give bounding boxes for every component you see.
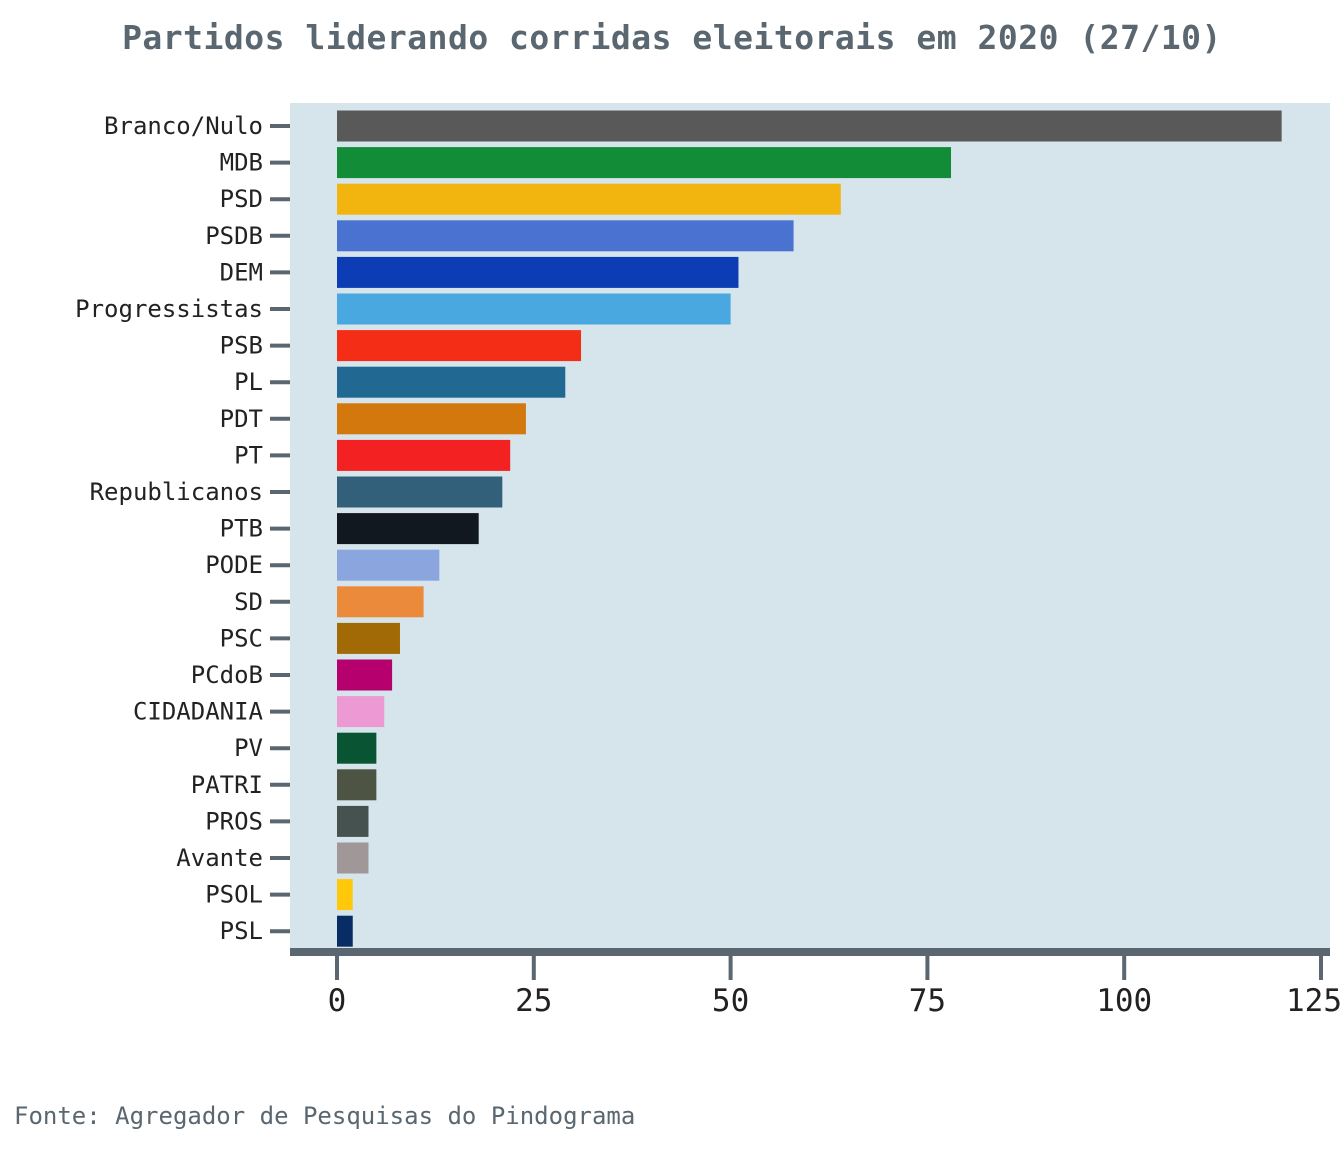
category-label-pl: PL <box>234 368 263 396</box>
bar-pode <box>337 549 440 581</box>
bar-sd <box>337 586 424 618</box>
category-label-progressistas: Progressistas <box>75 295 263 323</box>
category-label-pode: PODE <box>205 551 263 579</box>
category-label-psc: PSC <box>220 624 263 652</box>
x-tick-label: 0 <box>328 983 347 1019</box>
category-label-sd: SD <box>234 588 263 616</box>
category-label-mdb: MDB <box>220 149 263 177</box>
bar-patri <box>337 769 377 801</box>
bar-psl <box>337 915 353 947</box>
category-label-dem: DEM <box>220 258 263 286</box>
category-label-ptb: PTB <box>220 515 263 543</box>
category-label-pdt: PDT <box>220 405 263 433</box>
x-tick-label: 100 <box>1096 983 1152 1019</box>
category-label-avante: Avante <box>176 844 263 872</box>
category-label-patri: PATRI <box>191 771 263 799</box>
category-label-pcdob: PCdoB <box>191 661 263 689</box>
source-note: Fonte: Agregador de Pesquisas do Pindogr… <box>14 1102 636 1130</box>
bar-psc <box>337 622 400 654</box>
bar-pt <box>337 439 511 471</box>
category-labels: Branco/Nulo MDB PSD PSDB DEM Progressistas PSB… <box>75 112 290 945</box>
bar-republicanos <box>337 476 503 508</box>
bar-pv <box>337 732 377 764</box>
x-tick-label: 50 <box>712 983 749 1019</box>
bars-group <box>337 110 1282 947</box>
bar-pdt <box>337 403 526 435</box>
bar-pcdob <box>337 659 393 691</box>
category-label-cidadania: CIDADANIA <box>133 698 264 726</box>
bar-cidadania <box>337 696 385 728</box>
bar-psol <box>337 879 353 911</box>
bar-dem <box>337 256 739 288</box>
bar-pl <box>337 366 566 398</box>
bar-ptb <box>337 513 479 545</box>
category-label-psb: PSB <box>220 332 263 360</box>
category-label-branco-nulo: Branco/Nulo <box>104 112 263 140</box>
bar-psdb <box>337 220 794 252</box>
category-label-pv: PV <box>234 734 263 762</box>
bar-mdb <box>337 147 952 179</box>
bar-psd <box>337 183 841 215</box>
category-label-psol: PSOL <box>205 881 263 909</box>
x-tick-label: 25 <box>515 983 552 1019</box>
x-ticks: 0 25 50 75 100 125 <box>328 952 1342 1019</box>
category-label-pros: PROS <box>205 807 263 835</box>
category-label-pt: PT <box>234 441 263 469</box>
category-label-psl: PSL <box>220 917 263 945</box>
bar-progressistas <box>337 293 731 325</box>
chart-title: Partidos liderando corridas eleitorais e… <box>122 18 1222 57</box>
bar-psb <box>337 330 582 362</box>
category-label-psdb: PSDB <box>205 222 263 250</box>
bar-avante <box>337 842 369 874</box>
bar-branco-nulo <box>337 110 1282 142</box>
x-tick-label: 125 <box>1286 983 1342 1019</box>
category-label-psd: PSD <box>220 185 263 213</box>
bar-pros <box>337 805 369 837</box>
x-tick-label: 75 <box>909 983 946 1019</box>
category-label-republicanos: Republicanos <box>90 478 263 506</box>
